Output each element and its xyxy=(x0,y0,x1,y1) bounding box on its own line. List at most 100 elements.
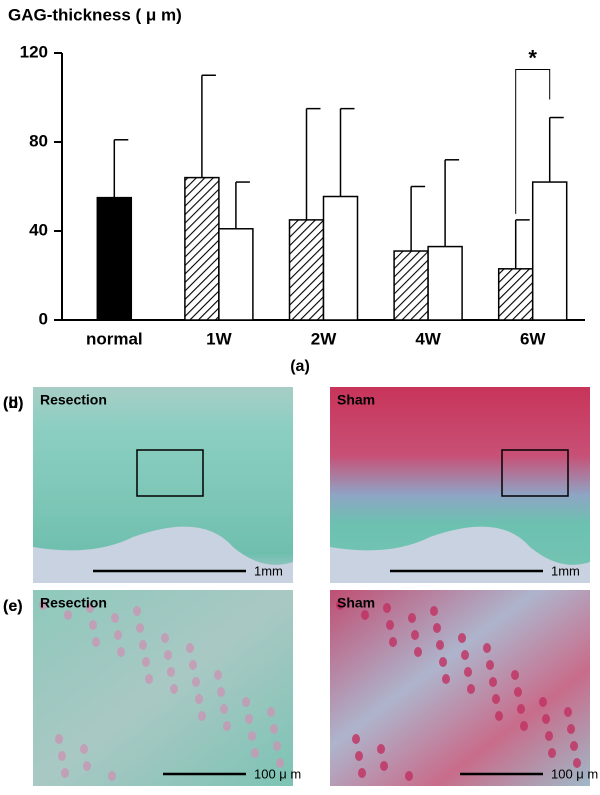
cell xyxy=(573,758,581,768)
cell xyxy=(539,697,547,707)
cell xyxy=(89,620,97,630)
zoom-box xyxy=(136,449,204,497)
y-tick-label: 0 xyxy=(39,309,48,328)
cell xyxy=(273,741,281,751)
cell xyxy=(139,640,147,650)
cell xyxy=(248,731,256,741)
cell xyxy=(520,721,528,731)
x-tick-label: 6W xyxy=(520,329,546,348)
cell xyxy=(114,630,122,640)
scale-label: 1mm xyxy=(254,563,283,578)
x-tick-label: normal xyxy=(86,329,143,348)
cell xyxy=(377,744,385,754)
bar xyxy=(184,176,220,321)
cell xyxy=(548,748,556,758)
cell xyxy=(117,647,125,657)
cell xyxy=(464,667,472,677)
x-axis-label: (a) xyxy=(290,358,310,375)
panel-title: Sham xyxy=(337,392,375,408)
cell xyxy=(467,684,475,694)
cell xyxy=(161,633,169,643)
bar xyxy=(497,268,534,321)
cell xyxy=(276,758,284,768)
cell xyxy=(251,748,259,758)
cell xyxy=(461,650,469,660)
cell xyxy=(336,600,344,610)
bar xyxy=(288,219,325,321)
cell xyxy=(442,674,450,684)
cell xyxy=(386,620,394,630)
cell xyxy=(383,603,391,613)
cell xyxy=(133,606,141,616)
cell xyxy=(411,630,419,640)
cell xyxy=(58,751,66,761)
bar xyxy=(322,195,359,321)
scale-label: 100 μ m xyxy=(551,766,598,781)
cell xyxy=(195,694,203,704)
cell xyxy=(489,677,497,687)
y-tick-label: 80 xyxy=(29,131,48,150)
x-tick-label: 1W xyxy=(206,329,232,348)
cell xyxy=(545,731,553,741)
cell xyxy=(198,711,206,721)
cell xyxy=(567,724,575,734)
cell xyxy=(355,751,363,761)
cell xyxy=(408,613,416,623)
bar xyxy=(96,196,133,321)
bone-shape xyxy=(33,526,293,583)
cell xyxy=(186,643,194,653)
cell xyxy=(242,697,250,707)
cell xyxy=(405,771,413,781)
zoom-box xyxy=(501,449,569,497)
cell xyxy=(458,633,466,643)
cell xyxy=(192,677,200,687)
scale-label: 1mm xyxy=(551,563,580,578)
micrograph xyxy=(33,590,293,786)
cell xyxy=(433,623,441,633)
panel-label: (d) xyxy=(3,395,23,412)
cell xyxy=(170,684,178,694)
cell xyxy=(64,610,72,620)
cell xyxy=(511,670,519,680)
cell xyxy=(492,694,500,704)
cell xyxy=(145,674,153,684)
cell xyxy=(414,647,422,657)
bar xyxy=(218,228,254,321)
cell xyxy=(270,724,278,734)
bar xyxy=(427,245,463,321)
cell xyxy=(220,704,228,714)
cell xyxy=(142,657,150,667)
bar xyxy=(393,250,429,321)
micrograph xyxy=(330,590,590,786)
panel-title: Sham xyxy=(337,595,375,611)
bone-shape xyxy=(330,526,590,583)
cell xyxy=(80,744,88,754)
cell xyxy=(245,714,253,724)
cell xyxy=(111,613,119,623)
cell xyxy=(223,721,231,731)
cell xyxy=(167,667,175,677)
cell xyxy=(217,687,225,697)
panel-title: Resection xyxy=(40,392,107,408)
cell xyxy=(389,637,397,647)
cell xyxy=(514,687,522,697)
cell xyxy=(430,606,438,616)
y-tick-label: 40 xyxy=(29,220,48,239)
chart-title: GAG-thickness ( μ m) xyxy=(8,5,182,24)
significance-bracket xyxy=(515,69,551,214)
cell xyxy=(55,734,63,744)
cell xyxy=(86,603,94,613)
cell xyxy=(495,711,503,721)
cell xyxy=(39,600,47,610)
panel-label: (c) xyxy=(3,598,23,615)
cell xyxy=(136,623,144,633)
cell xyxy=(352,734,360,744)
cell xyxy=(439,657,447,667)
scale-label: 100 μ m xyxy=(254,766,301,781)
bar xyxy=(531,181,568,321)
cell xyxy=(436,640,444,650)
panel-label: (e) xyxy=(3,598,23,615)
panel-title: Resection xyxy=(40,595,107,611)
